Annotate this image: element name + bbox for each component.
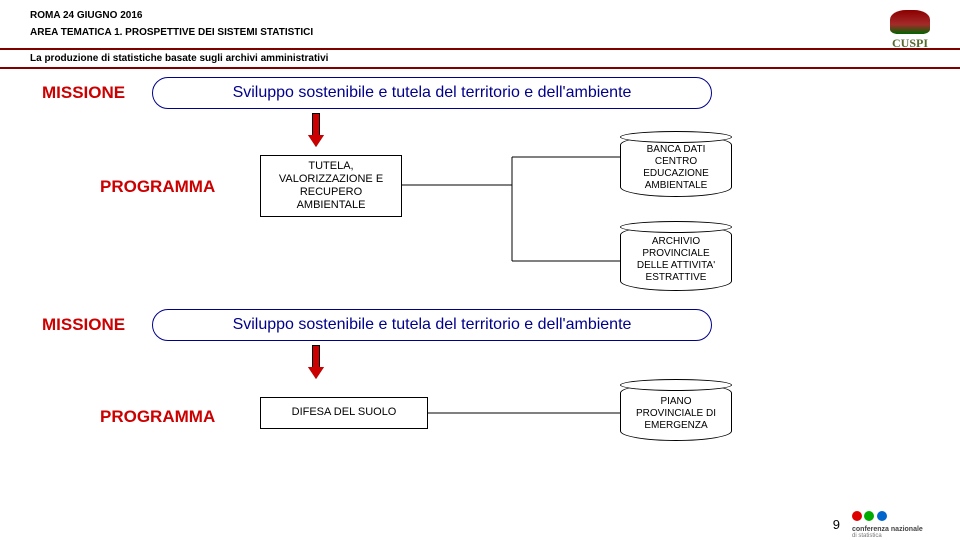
programma-label-2: PROGRAMMA bbox=[100, 407, 215, 427]
missione-pill-1: Sviluppo sostenibile e tutela del territ… bbox=[152, 77, 712, 109]
arrow-down-2 bbox=[308, 345, 324, 381]
header-area: AREA TEMATICA 1. PROSPETTIVE DEI SISTEMI… bbox=[30, 27, 930, 38]
arrow-down-1 bbox=[308, 113, 324, 149]
footer-conference-logo: conferenza nazionale di statistica bbox=[852, 508, 942, 534]
diagram-content: MISSIONE Sviluppo sostenibile e tutela d… bbox=[0, 69, 960, 509]
programma-box-2: DIFESA DEL SUOLO bbox=[260, 397, 428, 429]
footer-line1: conferenza nazionale bbox=[852, 526, 942, 533]
cylinder-1b: ARCHIVIO PROVINCIALE DELLE ATTIVITA' EST… bbox=[620, 225, 732, 291]
programma-box-1: TUTELA, VALORIZZAZIONE E RECUPERO AMBIEN… bbox=[260, 155, 402, 217]
fork-connector-1 bbox=[402, 141, 620, 301]
cuspi-logo: CUSPI bbox=[890, 10, 930, 51]
cuspi-logo-icon bbox=[890, 10, 930, 34]
cylinder-2a: PIANO PROVINCIALE DI EMERGENZA bbox=[620, 383, 732, 441]
programma-label-1: PROGRAMMA bbox=[100, 177, 215, 197]
header-subtitle: La produzione di statistiche basate sugl… bbox=[0, 48, 960, 69]
page-number: 9 bbox=[833, 517, 840, 532]
line-connector-2 bbox=[428, 409, 620, 417]
header-date: ROMA 24 GIUGNO 2016 bbox=[30, 10, 930, 21]
footer-line2: di statistica bbox=[852, 533, 942, 539]
missione-label-1: MISSIONE bbox=[42, 83, 125, 103]
cylinder-1a: BANCA DATI CENTRO EDUCAZIONE AMBIENTALE bbox=[620, 135, 732, 197]
missione-label-2: MISSIONE bbox=[42, 315, 125, 335]
cuspi-logo-text: CUSPI bbox=[890, 36, 930, 51]
missione-pill-2: Sviluppo sostenibile e tutela del territ… bbox=[152, 309, 712, 341]
